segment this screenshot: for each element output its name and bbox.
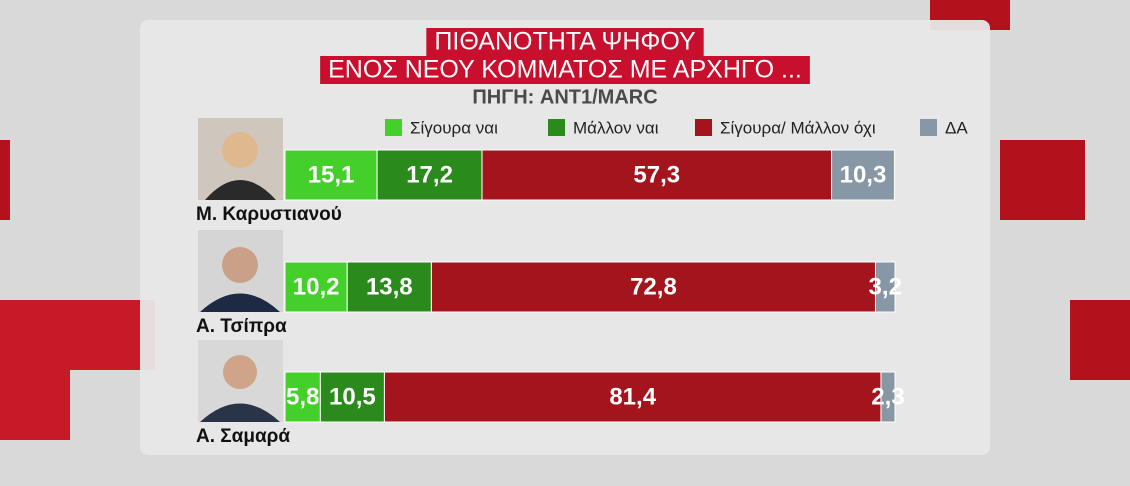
value-label: 2,3 bbox=[871, 383, 904, 410]
decor bbox=[1070, 300, 1130, 380]
bar-segment bbox=[376, 149, 483, 201]
photo-face bbox=[222, 132, 258, 168]
category-label: Α. Σαμαρά bbox=[196, 426, 290, 447]
legend-label: Μάλλον ναι bbox=[573, 118, 659, 137]
title-box bbox=[426, 28, 704, 56]
decor bbox=[0, 140, 10, 220]
value-label: 13,8 bbox=[366, 273, 413, 300]
bar-segment bbox=[383, 371, 882, 423]
decor bbox=[1000, 140, 1085, 220]
photo-body bbox=[200, 403, 280, 422]
legend-label: Σίγουρα/ Μάλλον όχι bbox=[720, 118, 876, 137]
legend-swatch bbox=[548, 119, 565, 136]
bar-segment bbox=[874, 261, 896, 313]
value-label: 57,3 bbox=[633, 161, 680, 188]
legend-label: Σίγουρα ναι bbox=[410, 118, 498, 137]
value-label: 3,2 bbox=[869, 273, 902, 300]
source: ΠΗΓΗ: ANT1/MARC bbox=[472, 86, 657, 108]
photos bbox=[198, 118, 283, 422]
category-label: Α. Τσίπρα bbox=[196, 316, 287, 337]
bar-segment bbox=[481, 149, 833, 201]
photo-face bbox=[223, 355, 257, 389]
decor bbox=[0, 300, 155, 370]
value-label: 10,3 bbox=[840, 161, 887, 188]
bar-segment bbox=[880, 371, 896, 423]
bar-segment bbox=[430, 261, 876, 313]
bar-segment bbox=[831, 149, 895, 201]
title-box bbox=[320, 56, 810, 84]
legend-swatch bbox=[385, 119, 402, 136]
photo-face bbox=[222, 247, 258, 283]
bar-segment bbox=[319, 371, 385, 423]
value-label: 5,8 bbox=[286, 383, 319, 410]
value-label: 81,4 bbox=[609, 383, 656, 410]
value-label: 10,2 bbox=[293, 273, 340, 300]
legend-swatch bbox=[920, 119, 937, 136]
photo-body bbox=[200, 293, 280, 312]
panel bbox=[140, 20, 990, 455]
photo-body bbox=[205, 180, 276, 200]
value-label: 15,1 bbox=[308, 161, 355, 188]
category-label: Μ. Καρυστιανού bbox=[196, 204, 342, 225]
value-label: 17,2 bbox=[406, 161, 453, 188]
value-label: 10,5 bbox=[329, 383, 376, 410]
value-label: 72,8 bbox=[630, 273, 677, 300]
chart-title: ΕΝΟΣ ΝΕΟΥ ΚΟΜΜΑΤΟΣ ΜΕ ΑΡΧΗΓΟ ... bbox=[328, 56, 802, 84]
legend-label: ΔΑ bbox=[945, 118, 968, 137]
legend-swatch bbox=[695, 119, 712, 136]
decor bbox=[0, 370, 70, 440]
bar-segment bbox=[284, 149, 378, 201]
chart-title: ΠΙΘΑΝΟΤΗΤΑ ΨΗΦΟΥ bbox=[434, 28, 696, 56]
bar-segment bbox=[346, 261, 432, 313]
bar-segment bbox=[284, 261, 348, 313]
